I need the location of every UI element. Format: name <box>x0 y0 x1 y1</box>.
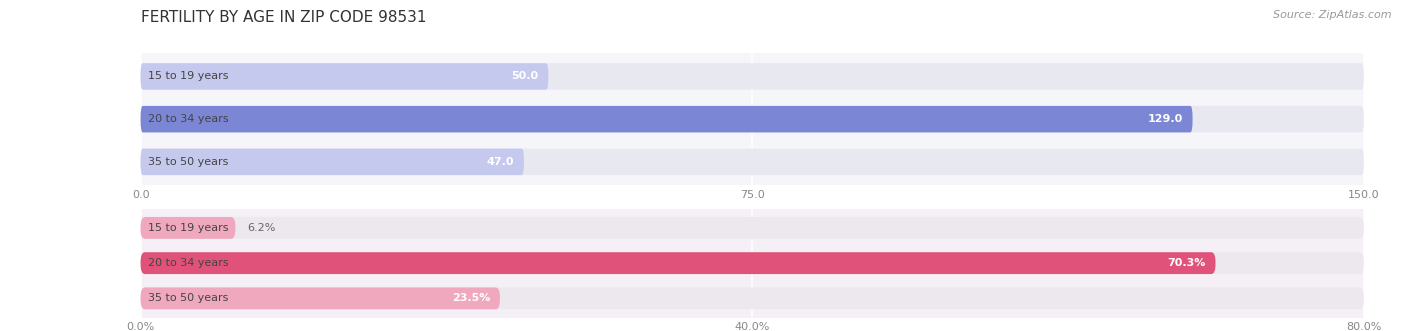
FancyBboxPatch shape <box>141 252 1364 274</box>
FancyBboxPatch shape <box>141 287 501 309</box>
Text: FERTILITY BY AGE IN ZIP CODE 98531: FERTILITY BY AGE IN ZIP CODE 98531 <box>141 10 426 25</box>
FancyBboxPatch shape <box>141 63 548 90</box>
Text: 129.0: 129.0 <box>1147 114 1182 124</box>
Text: 15 to 19 years: 15 to 19 years <box>148 71 228 81</box>
Text: 35 to 50 years: 35 to 50 years <box>148 157 228 167</box>
Text: 47.0: 47.0 <box>486 157 515 167</box>
Text: 50.0: 50.0 <box>512 71 538 81</box>
Text: 20 to 34 years: 20 to 34 years <box>148 258 229 268</box>
FancyBboxPatch shape <box>141 149 524 175</box>
Text: 6.2%: 6.2% <box>247 223 276 233</box>
FancyBboxPatch shape <box>141 217 1364 239</box>
Text: Source: ZipAtlas.com: Source: ZipAtlas.com <box>1274 10 1392 20</box>
Text: 23.5%: 23.5% <box>451 293 491 304</box>
FancyBboxPatch shape <box>141 287 1364 309</box>
Text: 70.3%: 70.3% <box>1167 258 1206 268</box>
FancyBboxPatch shape <box>141 106 1364 132</box>
FancyBboxPatch shape <box>141 106 1192 132</box>
FancyBboxPatch shape <box>141 149 1364 175</box>
Text: 35 to 50 years: 35 to 50 years <box>148 293 228 304</box>
Text: 15 to 19 years: 15 to 19 years <box>148 223 228 233</box>
Text: 20 to 34 years: 20 to 34 years <box>148 114 229 124</box>
FancyBboxPatch shape <box>141 252 1216 274</box>
FancyBboxPatch shape <box>141 63 1364 90</box>
FancyBboxPatch shape <box>141 217 235 239</box>
